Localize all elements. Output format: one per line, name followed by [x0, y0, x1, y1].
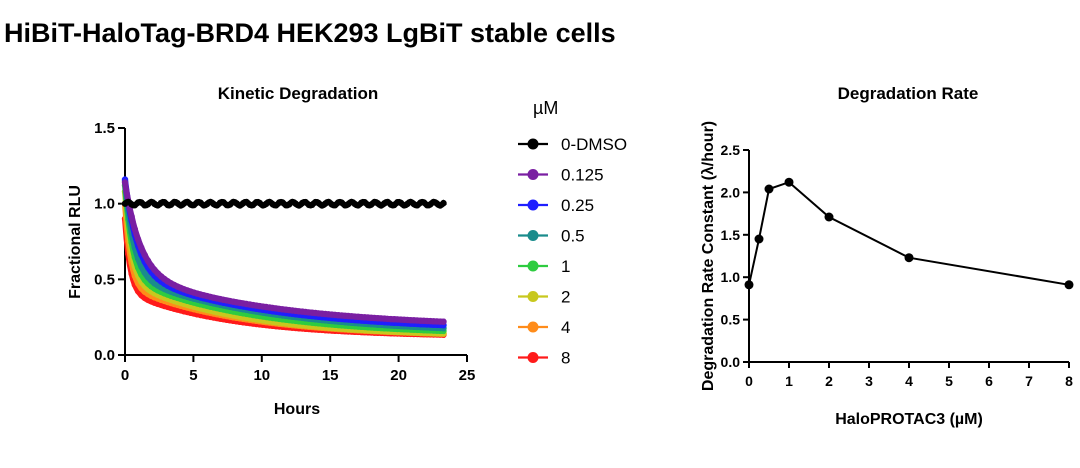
legend-label: 0-DMSO	[561, 135, 627, 154]
rate-chart-title: Degradation Rate	[838, 84, 979, 103]
legend-label: 8	[561, 349, 570, 368]
kinetic-y-tick-label: 1.0	[94, 196, 115, 213]
legend-item: 8	[518, 349, 570, 368]
kinetic-y-tick-label: 1.5	[94, 120, 115, 137]
legend-marker	[527, 352, 539, 363]
rate-series-line	[748, 181, 1070, 286]
legend-label: 0.5	[561, 227, 585, 246]
kinetic-data-point	[128, 213, 135, 220]
figure-title: HiBiT-HaloTag-BRD4 HEK293 LgBiT stable c…	[4, 18, 616, 48]
rate-y-axis-label: Degradation Rate Constant (λ/hour)	[700, 121, 717, 391]
legend-label: 4	[561, 318, 570, 337]
rate-x-tick-label: 4	[905, 373, 913, 389]
kinetic-degradation-chart: Kinetic Degradation Fractional RLU Hours…	[67, 84, 475, 418]
legend-item: 0.25	[518, 196, 594, 215]
rate-x-axis-label: HaloPROTAC3 (µM)	[835, 411, 983, 428]
kinetic-x-tick-label: 20	[390, 367, 407, 384]
rate-y-tick-label: 2.5	[721, 142, 741, 158]
kinetic-data-point	[131, 225, 138, 233]
rate-data-marks	[744, 177, 1074, 290]
kinetic-data-point	[138, 263, 145, 270]
kinetic-chart-title: Kinetic Degradation	[218, 84, 379, 103]
rate-data-point	[754, 234, 764, 244]
rate-x-tick-label: 7	[1025, 373, 1033, 389]
rate-y-tick-label: 0.0	[721, 354, 741, 370]
kinetic-y-axis-label: Fractional RLU	[67, 185, 84, 299]
rate-data-point	[764, 184, 774, 194]
degradation-rate-chart: Degradation Rate Degradation Rate Consta…	[700, 84, 1074, 428]
kinetic-data-point	[141, 251, 148, 259]
rate-y-tick-label: 1.5	[721, 227, 741, 243]
legend-marker	[527, 260, 539, 272]
rate-x-tick-label: 1	[785, 373, 793, 389]
rate-x-tick-label: 0	[745, 373, 753, 389]
rate-x-tick-label: 6	[985, 373, 993, 389]
kinetic-x-tick-label: 5	[189, 367, 197, 384]
kinetic-axes: 0 5 10 15 20 25 0.0 0.5 1.0 1.5	[94, 120, 475, 384]
legend-item: 0.5	[518, 227, 585, 246]
legend-item: 0.125	[518, 166, 604, 185]
kinetic-y-tick-label: 0.5	[94, 271, 115, 288]
legend-label: 2	[561, 288, 570, 307]
rate-x-tick-label: 3	[865, 373, 873, 389]
kinetic-data-marks	[121, 176, 447, 338]
legend-marker	[527, 138, 539, 150]
kinetic-y-tick-label: 0.0	[94, 347, 115, 364]
rate-y-tick-label: 1.0	[721, 269, 741, 285]
kinetic-x-axis-label: Hours	[274, 401, 320, 418]
rate-data-point	[744, 280, 754, 290]
legend-item: 4	[518, 318, 570, 337]
kinetic-data-point	[144, 257, 152, 264]
legend-items: 0-DMSO 0.125 0.25 0.5 1 2 4 8	[518, 135, 627, 368]
legend-marker	[527, 230, 539, 241]
kinetic-data-point	[134, 236, 142, 243]
rate-data-point	[904, 253, 914, 263]
rate-data-point	[824, 212, 834, 222]
rate-x-tick-label: 2	[825, 373, 833, 389]
kinetic-series-0-DMSO	[121, 198, 447, 209]
kinetic-x-tick-label: 15	[322, 367, 339, 384]
kinetic-legend: µM 0-DMSO 0.125 0.25 0.5 1 2 4 8	[518, 98, 627, 368]
legend-label: 1	[561, 257, 570, 276]
kinetic-data-point	[440, 199, 447, 207]
rate-x-tick-label: 8	[1065, 373, 1073, 389]
rate-axes: 0 1 2 3 4 5 6 7 8 0.0 0.5 1.0 1.5 2.0 2.5	[721, 142, 1074, 389]
legend-title: µM	[533, 98, 558, 118]
legend-marker	[527, 321, 539, 333]
legend-label: 0.125	[561, 166, 604, 185]
kinetic-series-0.125	[121, 179, 447, 325]
rate-y-tick-label: 0.5	[721, 312, 741, 328]
kinetic-x-tick-label: 25	[459, 367, 476, 384]
rate-data-point	[1064, 280, 1074, 290]
kinetic-data-point	[440, 318, 447, 325]
legend-marker	[527, 199, 539, 211]
legend-item: 1	[518, 257, 570, 276]
legend-marker	[527, 291, 539, 302]
rate-x-tick-label: 5	[945, 373, 953, 389]
rate-y-tick-label: 2.0	[721, 184, 741, 200]
kinetic-data-point	[138, 244, 145, 252]
kinetic-x-tick-label: 10	[253, 367, 270, 384]
kinetic-x-tick-label: 0	[121, 367, 129, 384]
kinetic-data-point	[121, 179, 129, 186]
legend-item: 0-DMSO	[518, 135, 627, 154]
kinetic-data-point	[141, 269, 148, 276]
legend-item: 2	[518, 288, 570, 307]
legend-label: 0.25	[561, 196, 594, 215]
rate-data-point	[784, 177, 794, 187]
legend-marker	[527, 169, 539, 180]
